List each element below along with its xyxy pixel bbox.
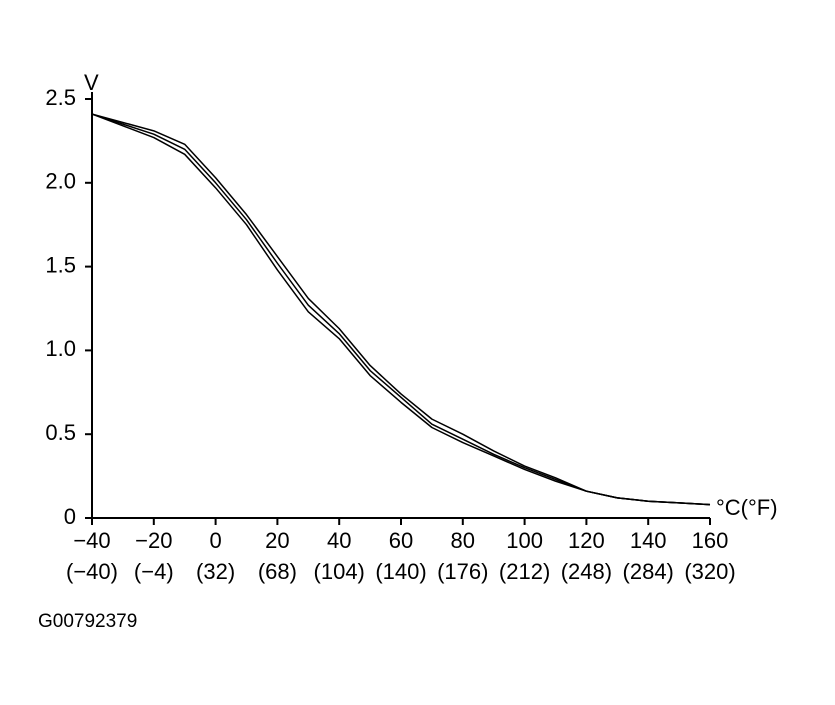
y-tick-label: 0.5 xyxy=(45,420,76,445)
x-secondary-label: (68) xyxy=(258,559,297,584)
curve xyxy=(91,113,711,506)
y-tick-label: 0 xyxy=(64,504,76,529)
x-tick-label: −40 xyxy=(73,528,110,553)
x-tick-label: 60 xyxy=(389,528,413,553)
x-unit: °C(°F) xyxy=(716,495,778,520)
x-secondary-label: (−4) xyxy=(134,559,174,584)
x-tick-label: 20 xyxy=(265,528,289,553)
curve xyxy=(91,113,711,506)
x-secondary-label: (104) xyxy=(314,559,365,584)
x-tick-label: 100 xyxy=(506,528,543,553)
x-tick-label: 80 xyxy=(451,528,475,553)
x-secondary-label: (−40) xyxy=(66,559,118,584)
x-secondary-label: (140) xyxy=(375,559,426,584)
x-secondary-label: (320) xyxy=(684,559,735,584)
curve xyxy=(91,113,711,506)
figure-id: G00792379 xyxy=(38,611,137,632)
x-tick-label: 140 xyxy=(630,528,667,553)
x-tick-label: 120 xyxy=(568,528,605,553)
x-secondary-label: (284) xyxy=(623,559,674,584)
y-tick-label: 1.0 xyxy=(45,336,76,361)
y-unit: V xyxy=(84,70,99,95)
x-tick-label: 0 xyxy=(209,528,221,553)
x-tick-label: −20 xyxy=(135,528,172,553)
x-secondary-label: (32) xyxy=(196,559,235,584)
y-tick-label: 2.0 xyxy=(45,169,76,194)
x-tick-label: 40 xyxy=(327,528,351,553)
y-tick-label: 2.5 xyxy=(45,85,76,110)
x-secondary-label: (248) xyxy=(561,559,612,584)
x-tick-label: 160 xyxy=(692,528,729,553)
x-secondary-label: (212) xyxy=(499,559,550,584)
x-secondary-label: (176) xyxy=(437,559,488,584)
y-tick-label: 1.5 xyxy=(45,252,76,277)
